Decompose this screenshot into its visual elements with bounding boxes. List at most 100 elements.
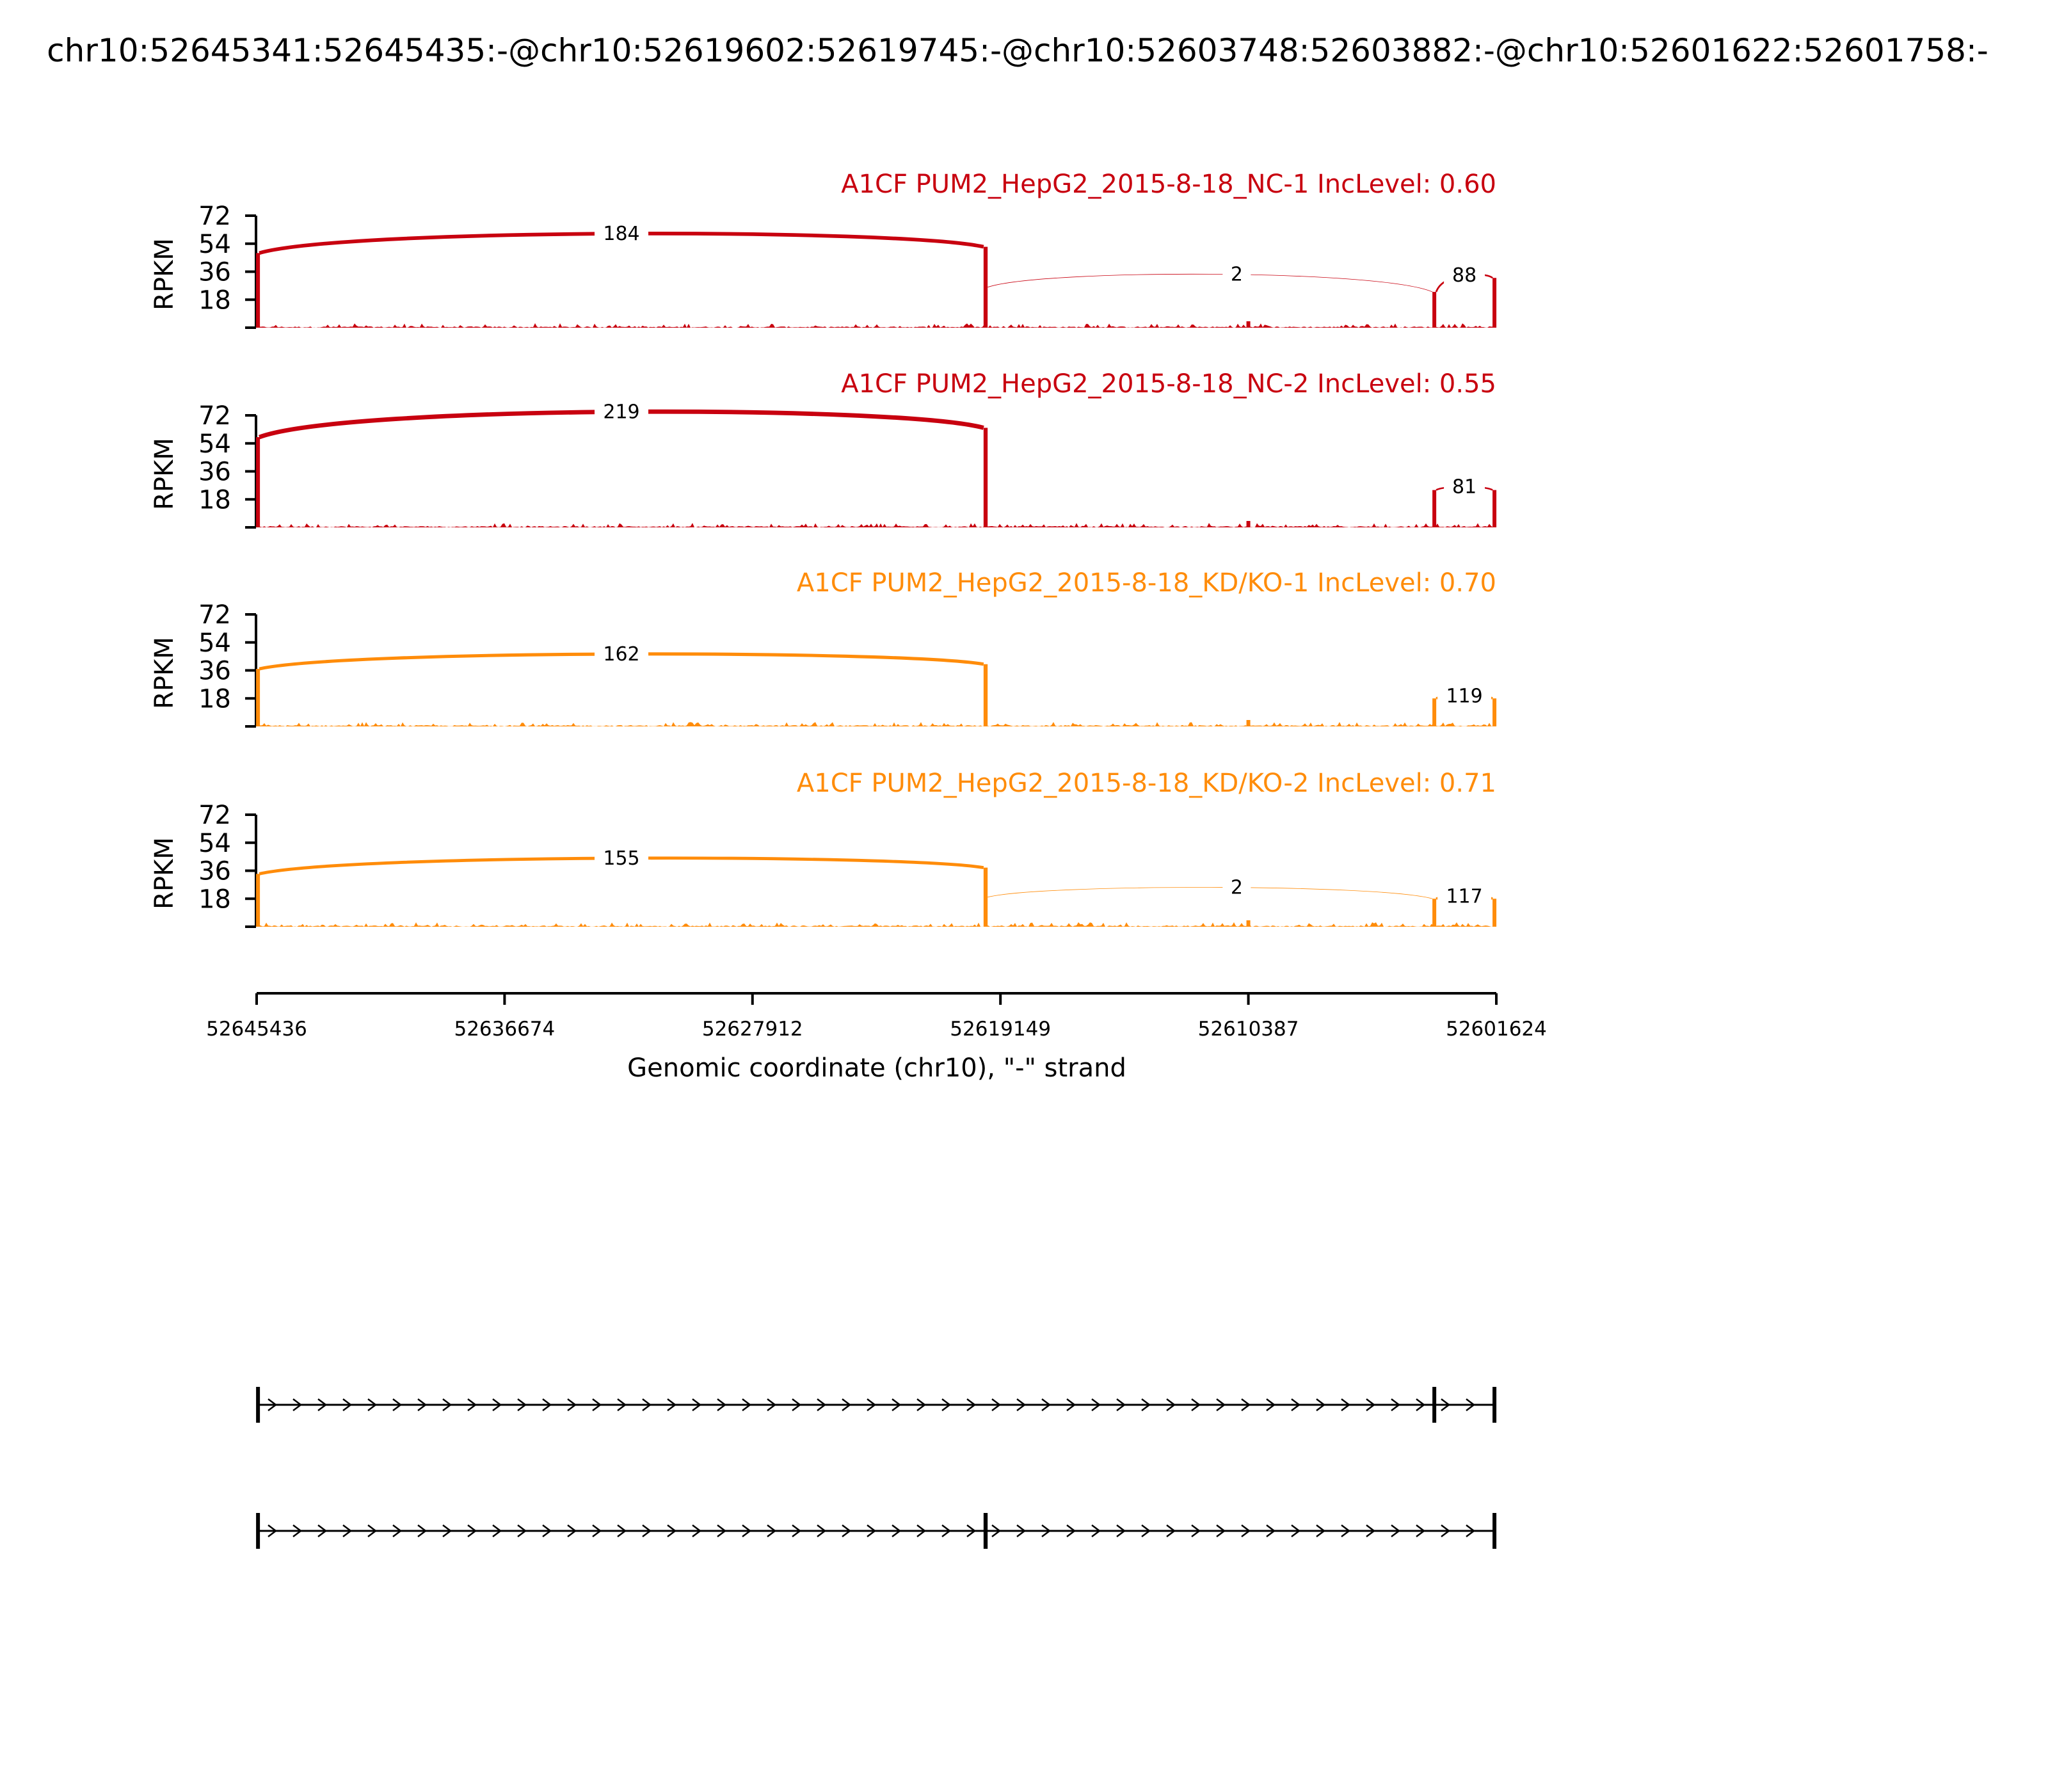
exon-coverage-4	[1492, 698, 1497, 726]
strand-arrow	[642, 1398, 652, 1411]
junction-count-label: 184	[603, 223, 639, 245]
y-tick-label: 54	[198, 230, 231, 259]
y-tick-label: 54	[198, 829, 231, 858]
strand-arrow	[1466, 1398, 1476, 1411]
junction-label-background	[595, 642, 649, 666]
coverage-spike	[1246, 521, 1251, 527]
background-coverage	[257, 722, 1496, 726]
strand-arrow	[492, 1398, 502, 1411]
y-tick-label: 72	[198, 202, 231, 231]
strand-arrow	[842, 1398, 852, 1411]
exon-block	[1492, 1387, 1497, 1423]
strand-arrow	[941, 1524, 952, 1537]
strand-arrow	[842, 1524, 852, 1537]
exon-block	[1432, 1387, 1437, 1423]
strand-arrow	[792, 1398, 802, 1411]
coverage-spike	[1246, 920, 1251, 927]
strand-arrow	[542, 1398, 552, 1411]
strand-arrow	[742, 1398, 752, 1411]
strand-arrow	[717, 1524, 727, 1537]
exon-coverage-3	[1432, 698, 1437, 726]
strand-arrow	[1116, 1524, 1126, 1537]
strand-arrow	[991, 1524, 1002, 1537]
junction-count-label: 117	[1446, 885, 1482, 908]
strand-arrow	[567, 1524, 577, 1537]
strand-arrow	[1041, 1398, 1052, 1411]
y-tick-label: 18	[198, 485, 231, 515]
strand-arrow	[617, 1398, 627, 1411]
x-tick-label: 52645436	[206, 1018, 307, 1041]
strand-arrow	[867, 1398, 877, 1411]
strand-arrow	[1141, 1524, 1151, 1537]
strand-arrow	[1291, 1524, 1301, 1537]
y-tick-label: 54	[198, 628, 231, 658]
junction-label-background	[1222, 876, 1251, 899]
strand-arrow	[292, 1524, 303, 1537]
strand-arrow	[1191, 1398, 1201, 1411]
strand-arrow	[1241, 1524, 1251, 1537]
strand-arrow	[1316, 1524, 1326, 1537]
strand-arrow	[1391, 1398, 1401, 1411]
strand-arrow	[1366, 1398, 1376, 1411]
x-tick-label: 52627912	[702, 1018, 803, 1041]
junction-count-label: 219	[603, 401, 639, 423]
junction-label-background	[1444, 475, 1485, 499]
strand-arrow	[767, 1398, 777, 1411]
strand-arrow	[517, 1398, 527, 1411]
strand-arrow	[1191, 1524, 1201, 1537]
strand-arrow	[417, 1398, 428, 1411]
exon-block	[256, 1513, 260, 1549]
junction-label-background	[1437, 884, 1492, 908]
junction-label-background	[595, 400, 649, 424]
strand-arrow	[1441, 1524, 1451, 1537]
strand-arrow	[1216, 1398, 1226, 1411]
x-tick-label: 52610387	[1198, 1018, 1299, 1041]
junction-count-label: 2	[1231, 263, 1243, 285]
strand-arrow	[367, 1398, 378, 1411]
strand-arrow	[792, 1524, 802, 1537]
y-axis-label: RPKM	[150, 837, 179, 909]
strand-arrow	[617, 1524, 627, 1537]
x-axis: 52645436 52636674 52627912 52619149 52610387…	[206, 992, 1547, 1041]
exon-coverage-1	[256, 253, 260, 328]
strand-arrow	[367, 1524, 378, 1537]
junction-label-background	[1437, 684, 1492, 708]
strand-arrow	[1391, 1524, 1401, 1537]
exon-coverage-2	[983, 428, 988, 527]
strand-arrow	[1116, 1398, 1126, 1411]
strand-arrow	[1416, 1524, 1426, 1537]
strand-arrow	[292, 1398, 303, 1411]
background-coverage	[257, 323, 1496, 328]
strand-arrow	[517, 1524, 527, 1537]
sample-label: A1CF PUM2_HepG2_2015-8-18_KD/KO-2 IncLev…	[797, 769, 1496, 798]
exon-coverage-1	[256, 669, 260, 726]
strand-arrow	[592, 1524, 602, 1537]
strand-arrow	[1041, 1524, 1052, 1537]
strand-arrow	[1341, 1398, 1351, 1411]
x-tick-label: 52636674	[454, 1018, 555, 1041]
junction-label-background	[595, 222, 649, 246]
strand-arrow	[1091, 1524, 1101, 1537]
strand-arrow	[867, 1524, 877, 1537]
sample-label: A1CF PUM2_HepG2_2015-8-18_NC-1 IncLevel:…	[841, 170, 1496, 199]
strand-arrow	[417, 1524, 428, 1537]
exon-coverage-3	[1432, 899, 1437, 927]
strand-arrow	[892, 1524, 902, 1537]
y-tick-label: 18	[198, 285, 231, 315]
strand-arrow	[941, 1398, 952, 1411]
exon-coverage-1	[256, 874, 260, 927]
gene-models	[256, 1387, 1497, 1549]
y-tick-label: 72	[198, 401, 231, 431]
exon-coverage-1	[256, 437, 260, 527]
y-tick-label: 72	[198, 801, 231, 830]
background-coverage	[257, 922, 1496, 927]
strand-arrow	[991, 1398, 1002, 1411]
strand-arrow	[392, 1398, 403, 1411]
exon-coverage-2	[983, 867, 988, 927]
strand-arrow	[966, 1398, 977, 1411]
strand-arrow	[1016, 1398, 1027, 1411]
strand-arrow	[692, 1398, 702, 1411]
strand-arrow	[342, 1398, 353, 1411]
